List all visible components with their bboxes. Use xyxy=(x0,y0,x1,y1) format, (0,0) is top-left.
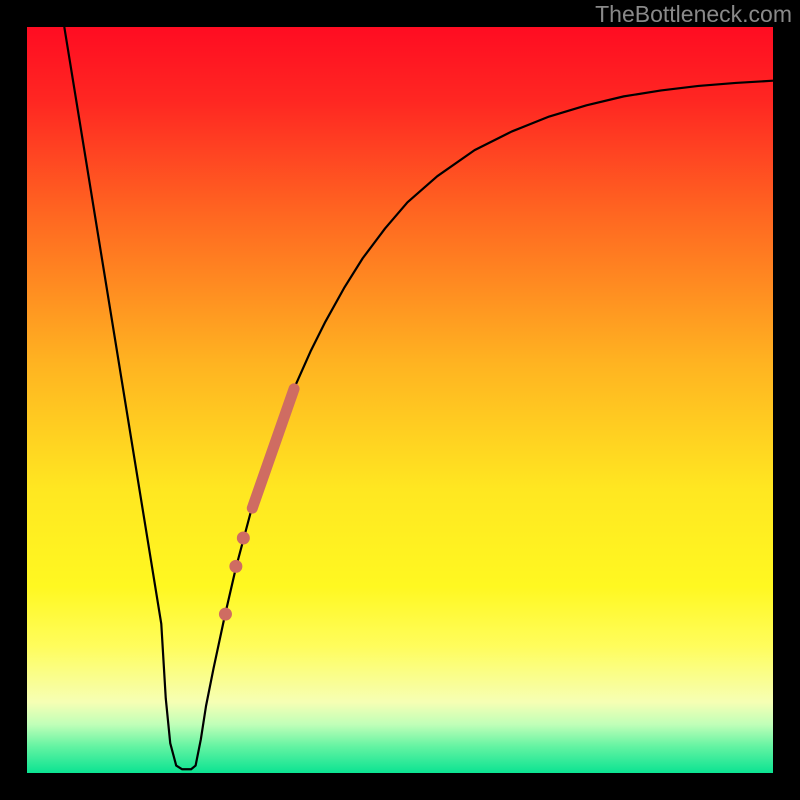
highlight-dot xyxy=(229,560,242,573)
figure-stage: TheBottleneck.com xyxy=(0,0,800,800)
plot-background xyxy=(27,27,773,773)
chart-svg xyxy=(0,0,800,800)
highlight-dot xyxy=(219,608,232,621)
attribution-text: TheBottleneck.com xyxy=(595,1,792,28)
highlight-dot xyxy=(237,532,250,545)
